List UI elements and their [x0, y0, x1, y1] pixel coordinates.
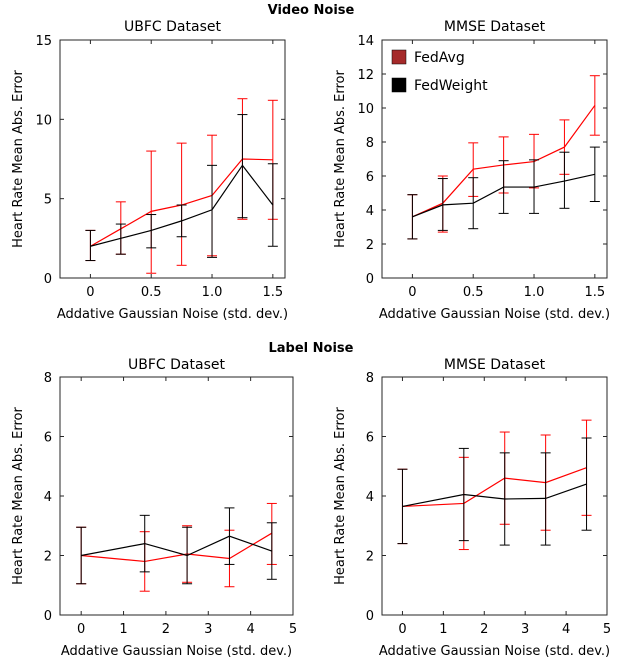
- series-fedavg: [397, 420, 591, 549]
- x-tick-label: 0.5: [463, 285, 484, 300]
- x-tick-label: 1.0: [202, 285, 223, 300]
- y-tick-label: 4: [44, 490, 52, 505]
- y-tick-label: 12: [357, 68, 374, 83]
- y-tick-label: 0: [44, 609, 52, 624]
- x-tick-label: 1.0: [524, 285, 545, 300]
- y-tick-label: 6: [366, 431, 374, 446]
- legend-label: FedAvg: [414, 50, 465, 66]
- legend-label: FedWeight: [414, 78, 488, 94]
- legend: FedAvg FedWeight: [392, 50, 488, 94]
- x-tick-label: 0.5: [141, 285, 162, 300]
- series-fedweight: [407, 147, 599, 239]
- x-axis-label: Addative Gaussian Noise (std. dev.): [57, 307, 288, 322]
- y-tick-label: 8: [366, 136, 374, 151]
- x-axis-label: Addative Gaussian Noise (std. dev.): [379, 307, 610, 322]
- y-tick-label: 6: [366, 170, 374, 185]
- plot-frame: [382, 377, 607, 615]
- section-title-video-noise: Video Noise: [268, 3, 355, 18]
- series-line: [81, 533, 272, 561]
- x-tick-label: 0: [398, 622, 406, 637]
- y-tick-label: 14: [357, 34, 374, 49]
- chart-panel-1: MMSE Dataset 0 0.5 1.0 1.5 0 2 4 6 8 10 12 14 Addativ…: [333, 19, 610, 322]
- series-fedavg: [407, 76, 599, 239]
- chart-title: MMSE Dataset: [444, 19, 546, 35]
- chart-title: UBFC Dataset: [124, 19, 221, 35]
- y-tick-label: 2: [366, 550, 374, 565]
- x-tick-label: 0: [77, 622, 85, 637]
- series-fedavg: [85, 99, 277, 274]
- y-tick-label: 5: [44, 193, 52, 208]
- y-tick-label: 10: [357, 102, 374, 117]
- y-tick-label: 8: [366, 371, 374, 386]
- plot-frame: [60, 377, 293, 615]
- x-tick-label: 1.5: [584, 285, 605, 300]
- x-tick-label: 2: [480, 622, 488, 637]
- chart-title: MMSE Dataset: [444, 357, 546, 373]
- chart-panel-3: MMSE Dataset 0 1 2 3 4 5 0 2 4 6 8 Addative Gaussian…: [333, 357, 611, 659]
- y-axis-label: Heart Rate Mean Abs. Error: [333, 407, 348, 585]
- y-tick-label: 10: [35, 113, 52, 128]
- y-tick-label: 15: [35, 34, 52, 49]
- chart-title: UBFC Dataset: [128, 357, 225, 373]
- x-tick-label: 1: [439, 622, 447, 637]
- series-fedweight: [397, 438, 591, 545]
- series-fedavg: [76, 503, 277, 591]
- y-axis-label: Heart Rate Mean Abs. Error: [11, 407, 26, 585]
- x-tick-label: 0: [86, 285, 94, 300]
- x-axis-label: Addative Gaussian Noise (std. dev.): [379, 644, 610, 659]
- section-title-label-noise: Label Noise: [269, 341, 354, 356]
- x-tick-label: 4: [562, 622, 570, 637]
- legend-swatch: [392, 78, 406, 92]
- plot-frame: [382, 40, 607, 278]
- x-tick-label: 3: [204, 622, 212, 637]
- x-tick-label: 0: [408, 285, 416, 300]
- x-tick-label: 2: [162, 622, 170, 637]
- y-tick-label: 8: [44, 371, 52, 386]
- x-tick-label: 1: [119, 622, 127, 637]
- x-tick-label: 5: [603, 622, 611, 637]
- y-tick-label: 0: [366, 272, 374, 287]
- y-tick-label: 4: [366, 490, 374, 505]
- x-tick-label: 4: [246, 622, 254, 637]
- y-tick-label: 2: [44, 550, 52, 565]
- y-axis-label: Heart Rate Mean Abs. Error: [11, 70, 26, 248]
- chart-panel-0: UBFC Dataset 0 0.5 1.0 1.5 0 5 10 15 Addative Gau…: [11, 19, 288, 322]
- series-line: [81, 536, 272, 555]
- x-tick-label: 3: [521, 622, 529, 637]
- series-line: [402, 484, 586, 506]
- x-tick-label: 1.5: [262, 285, 283, 300]
- y-axis-label: Heart Rate Mean Abs. Error: [333, 70, 348, 248]
- y-tick-label: 0: [44, 272, 52, 287]
- legend-swatch: [392, 50, 406, 64]
- y-tick-label: 2: [366, 238, 374, 253]
- x-axis-label: Addative Gaussian Noise (std. dev.): [61, 644, 292, 659]
- x-tick-label: 5: [289, 622, 297, 637]
- chart-panel-2: UBFC Dataset 0 1 2 3 4 5 0 2 4 6 8 Addative Gaussian…: [11, 357, 297, 659]
- y-tick-label: 4: [366, 204, 374, 219]
- series-fedweight: [76, 508, 277, 584]
- y-tick-label: 6: [44, 431, 52, 446]
- y-tick-label: 0: [366, 609, 374, 624]
